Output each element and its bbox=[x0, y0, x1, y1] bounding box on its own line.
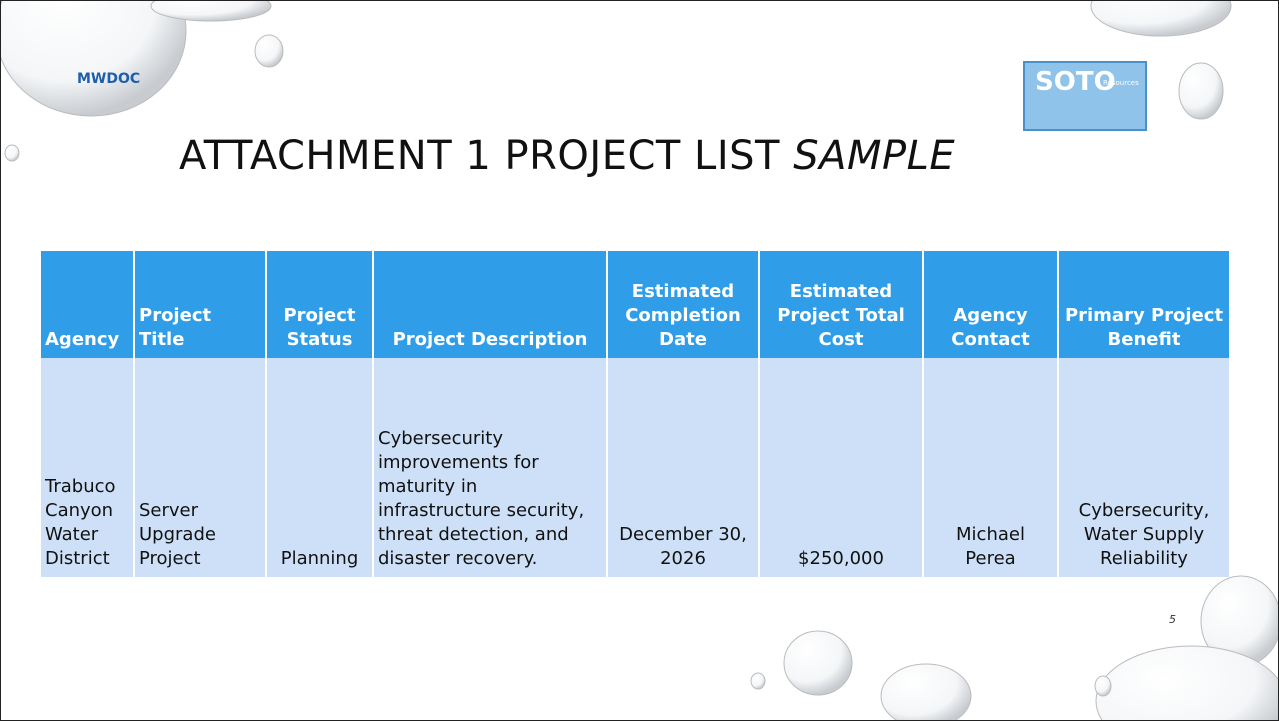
header-cell: Project Status bbox=[265, 251, 373, 358]
header-cell: Estimated Completion Date bbox=[606, 251, 759, 358]
title: ATTACHMENT 1 PROJECT LIST SAMPLE bbox=[179, 133, 955, 179]
cell: $250,000 bbox=[758, 358, 923, 577]
logo-name: SOTO bbox=[1035, 67, 1116, 97]
cell: Cybersecurity improvements for maturity … bbox=[372, 358, 607, 577]
header-cell: Project Description bbox=[372, 251, 607, 358]
header-cell: Estimated Project Total Cost bbox=[758, 251, 923, 358]
cell: Server Upgrade Project bbox=[133, 358, 266, 577]
logo-sub: Resources bbox=[1103, 79, 1139, 87]
cell: Planning bbox=[265, 358, 373, 577]
project-table: Agency Project Title Project Status Project… bbox=[41, 251, 1229, 577]
cell: Trabuco Canyon Water District bbox=[41, 358, 134, 577]
title-emphasis: SAMPLE bbox=[793, 133, 956, 179]
cell: Michael Perea bbox=[922, 358, 1058, 577]
title-text: ATTACHMENT 1 PROJECT LIST bbox=[179, 133, 780, 179]
data-row: Trabuco Canyon Water District Server Upgr… bbox=[41, 358, 1229, 577]
cell: December 30, 2026 bbox=[606, 358, 759, 577]
header-row: Agency Project Title Project Status Project… bbox=[41, 251, 1229, 358]
cell: Cybersecurity, Water Supply Reliability bbox=[1057, 358, 1229, 577]
logo-left: MWDOC bbox=[77, 71, 141, 87]
header-cell: Primary Project Benefit bbox=[1057, 251, 1229, 358]
header-cell: Agency Contact bbox=[922, 251, 1058, 358]
logo-right: SOTO Resources bbox=[1023, 61, 1147, 131]
header-cell: Agency bbox=[41, 251, 134, 358]
page-number: 5 bbox=[1169, 613, 1176, 626]
header-cell: Project Title bbox=[133, 251, 266, 358]
